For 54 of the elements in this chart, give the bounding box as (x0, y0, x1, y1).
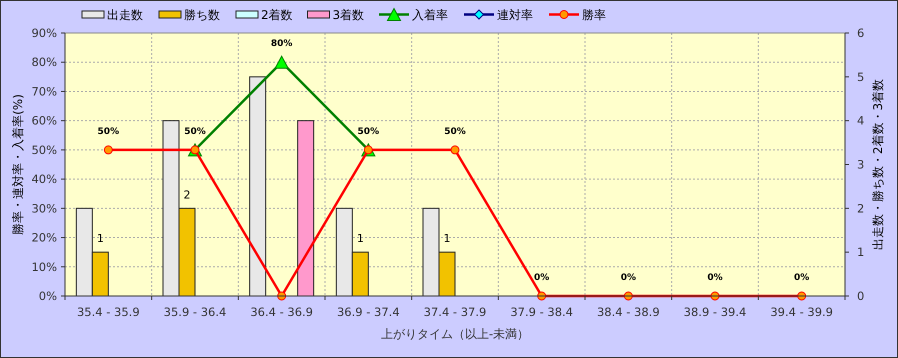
data-label: 1 (444, 232, 450, 246)
x-tick-label: 36.4 - 36.9 (250, 305, 314, 319)
y2-tick-label: 5 (857, 70, 864, 84)
y-tick-label: 50% (31, 142, 58, 157)
y2-axis-title: 出走数・勝ち数・2着数・3着数 (871, 78, 885, 250)
x-tick-label: 39.4 - 39.9 (770, 305, 834, 319)
y2-tick-label: 1 (857, 245, 864, 260)
data-label: 0% (534, 273, 550, 283)
y-axis-title: 勝率・連対率・入着率(%) (11, 94, 25, 235)
data-label: 50% (358, 126, 380, 137)
data-label: 2 (184, 188, 190, 202)
x-tick-label: 38.4 - 38.9 (596, 305, 660, 319)
x-tick-label: 35.4 - 35.9 (76, 305, 140, 319)
y-tick-label: 70% (31, 84, 58, 98)
bar (249, 76, 266, 296)
x-tick-label: 35.9 - 36.4 (164, 305, 226, 319)
legend-label: 入着率 (412, 8, 448, 22)
legend-label: 2着数 (261, 8, 293, 22)
y-tick-label: 30% (31, 201, 58, 216)
y-tick-label: 10% (31, 260, 58, 274)
data-label: 0% (620, 273, 636, 283)
x-tick-label: 37.9 - 38.4 (510, 305, 574, 319)
y-tick-label: 40% (31, 172, 58, 186)
y-tick-label: 20% (31, 230, 58, 245)
y-tick-label: 0% (38, 289, 58, 304)
data-label: 50% (184, 126, 206, 137)
data-label: 1 (356, 232, 364, 246)
x-tick-label: 38.9 - 39.4 (684, 305, 746, 319)
data-label: 50% (444, 126, 466, 137)
y2-tick-label: 3 (857, 158, 864, 172)
data-label: 0% (707, 273, 723, 283)
legend-label: 連対率 (497, 8, 533, 22)
y2-tick-label: 2 (857, 201, 864, 216)
x-axis-title: 上がりタイム（以上-未満） (380, 327, 530, 341)
data-label: 1 (96, 232, 104, 246)
y-tick-label: 60% (31, 114, 58, 128)
x-tick-label: 37.4 - 37.9 (424, 305, 486, 319)
data-label: 80% (270, 39, 292, 50)
legend-label: 勝ち数 (184, 8, 220, 22)
point (274, 56, 289, 69)
y-tick-label: 90% (31, 26, 58, 40)
bar (297, 120, 314, 296)
y-tick-label: 80% (31, 55, 58, 70)
x-tick-label: 36.9 - 37.4 (336, 305, 400, 319)
point (450, 145, 460, 154)
legend-label: 3着数 (332, 8, 364, 22)
legend-label: 出走数 (107, 8, 143, 22)
y2-tick-label: 4 (857, 114, 864, 128)
data-label: 0% (794, 273, 810, 283)
y2-tick-label: 0 (857, 289, 864, 304)
legend-label: 勝率 (582, 8, 606, 22)
y2-tick-label: 6 (857, 26, 864, 40)
point (104, 145, 113, 154)
data-label: 50% (98, 126, 120, 137)
